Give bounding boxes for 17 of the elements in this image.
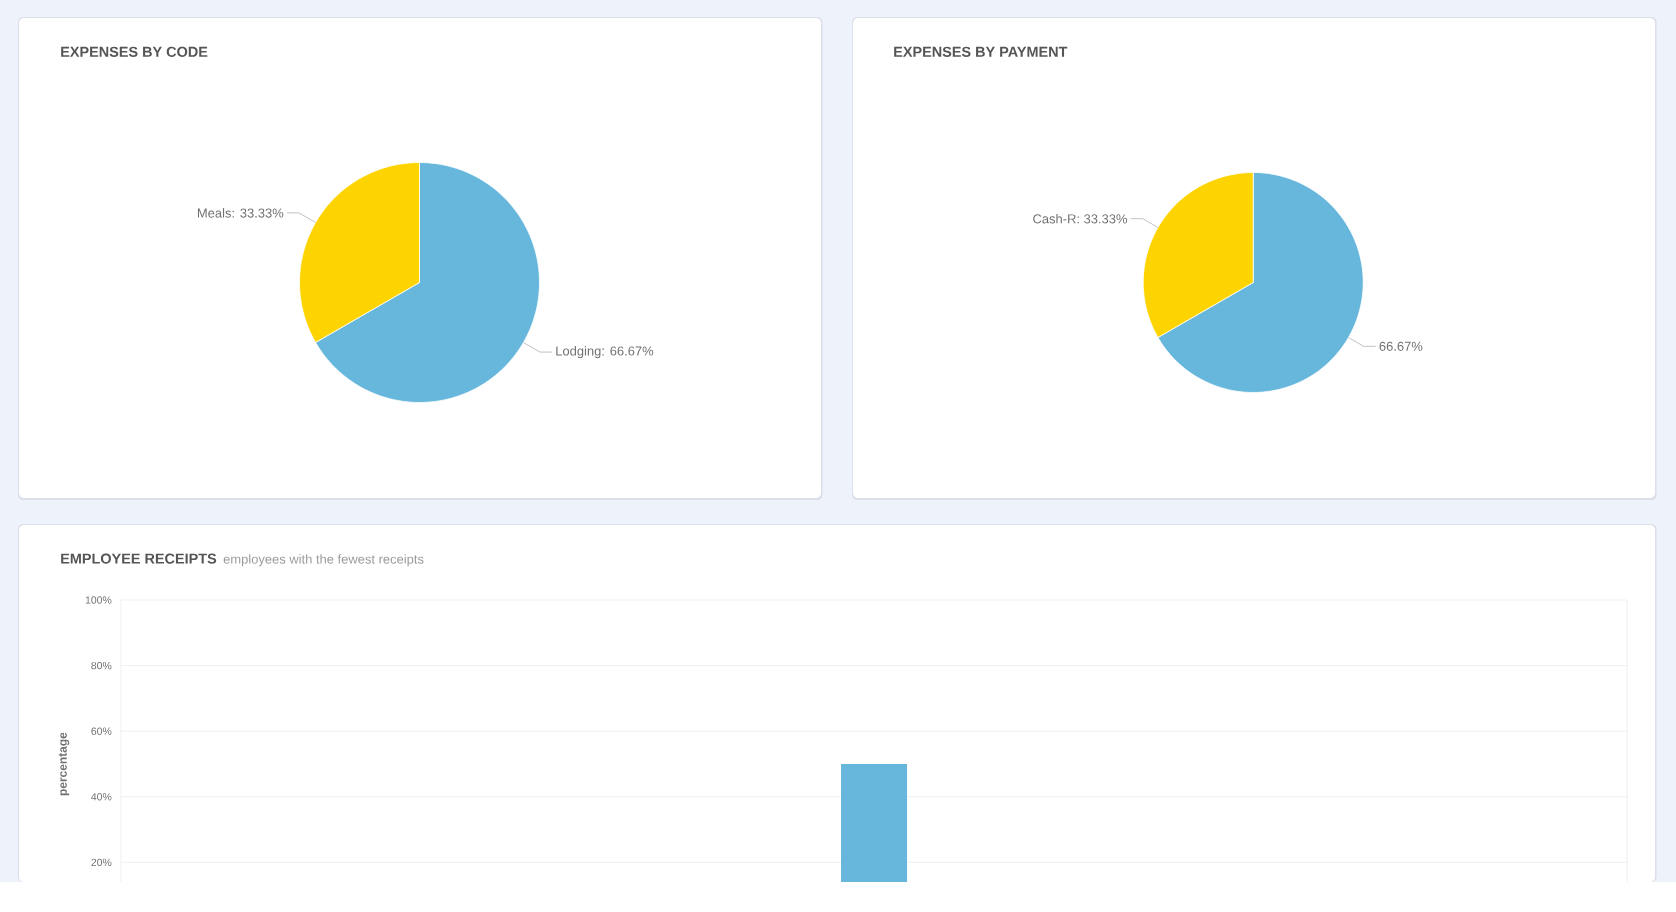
y-tick-label: 60% — [91, 727, 112, 735]
y-tick-label: 80% — [91, 661, 112, 670]
chart-title: EXPENSES BY CODE — [61, 46, 208, 57]
chart-title: EXPENSES BY PAYMENT — [894, 46, 1068, 57]
y-tick-label: 40% — [91, 793, 112, 801]
data-label: : 33.33% — [1077, 214, 1128, 224]
data-label: : 66.67% — [602, 346, 654, 356]
slice-label: Lodging — [556, 346, 601, 359]
slice-label: Cash-R — [1033, 213, 1076, 224]
chart-subtitle: employees with the fewest receipts — [223, 554, 424, 567]
data-label: : 33.33% — [232, 208, 284, 218]
y-tick-label: 100% — [85, 596, 112, 604]
slice-label: Meals — [197, 208, 231, 218]
y-tick-label: 20% — [91, 858, 112, 867]
chart-title: EMPLOYEE RECEIPTS — [61, 553, 217, 564]
y-axis-title: percentage — [58, 732, 70, 796]
data-label: 66.67% — [1379, 341, 1423, 351]
